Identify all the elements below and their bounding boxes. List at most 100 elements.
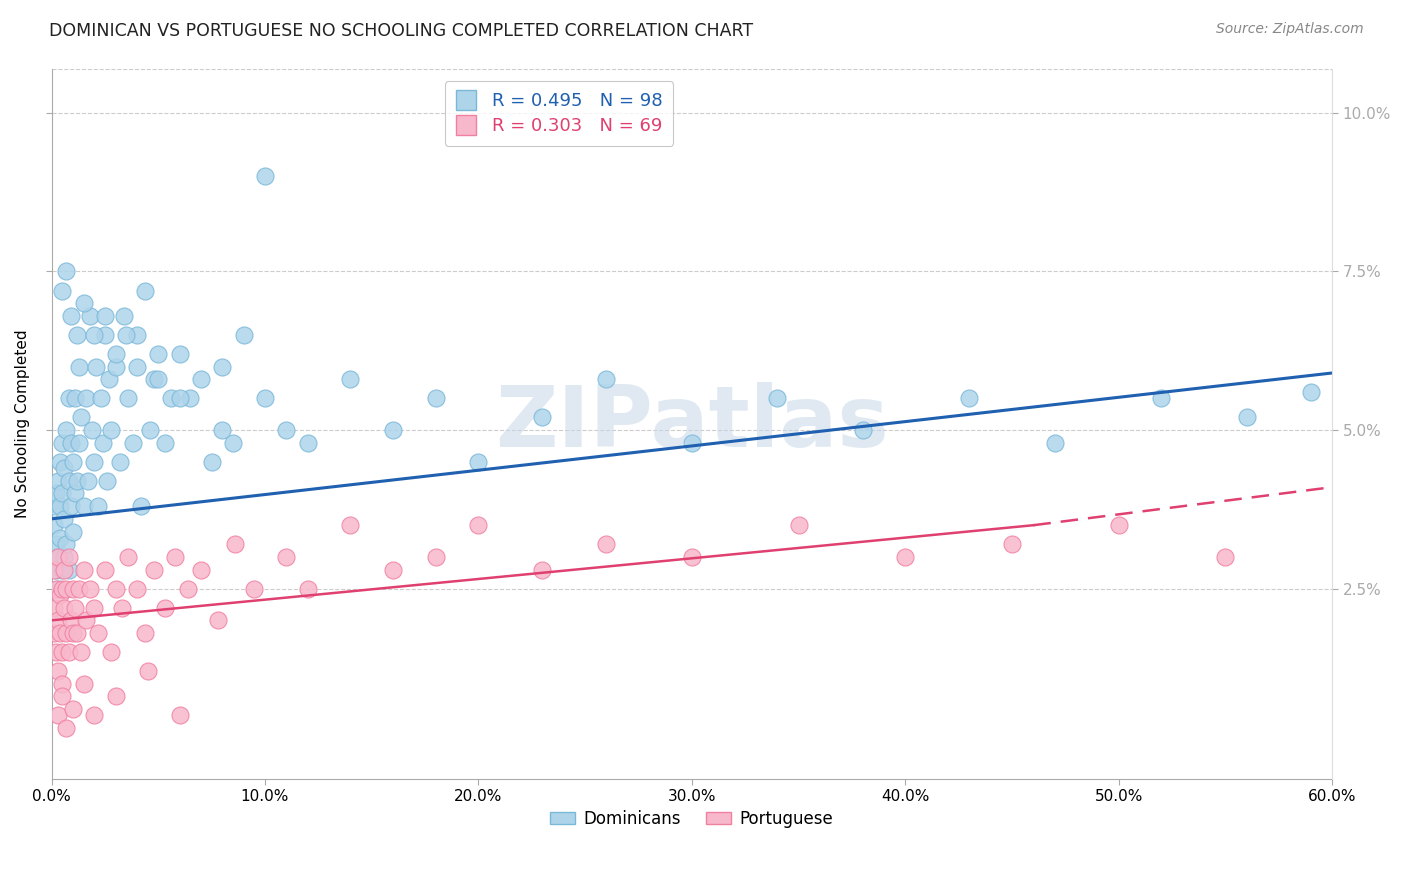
Point	[108, 455, 131, 469]
Point	[1236, 410, 1258, 425]
Point	[169, 347, 191, 361]
Point	[1215, 549, 1237, 564]
Point	[94, 309, 117, 323]
Point	[45, 582, 67, 596]
Point	[46, 708, 69, 723]
Point	[42, 563, 65, 577]
Point	[45, 486, 67, 500]
Point	[62, 702, 84, 716]
Point	[72, 296, 94, 310]
Point	[51, 284, 73, 298]
Point	[67, 582, 90, 596]
Point	[49, 626, 72, 640]
Point	[1001, 537, 1024, 551]
Point	[957, 392, 980, 406]
Point	[177, 582, 200, 596]
Point	[190, 372, 212, 386]
Point	[425, 392, 447, 406]
Point	[169, 708, 191, 723]
Point	[42, 600, 65, 615]
Point	[339, 518, 361, 533]
Point	[55, 626, 77, 640]
Point	[51, 677, 73, 691]
Point	[1299, 384, 1322, 399]
Point	[136, 664, 159, 678]
Point	[153, 435, 176, 450]
Point	[96, 474, 118, 488]
Point	[79, 309, 101, 323]
Point	[58, 474, 80, 488]
Point	[1150, 392, 1173, 406]
Point	[129, 499, 152, 513]
Point	[67, 359, 90, 374]
Point	[83, 600, 105, 615]
Point	[143, 563, 166, 577]
Text: ZIPatlas: ZIPatlas	[495, 382, 889, 466]
Point	[53, 600, 76, 615]
Point	[425, 549, 447, 564]
Point	[134, 284, 156, 298]
Point	[46, 549, 69, 564]
Point	[53, 461, 76, 475]
Point	[160, 392, 183, 406]
Point	[49, 531, 72, 545]
Point	[86, 359, 108, 374]
Point	[94, 563, 117, 577]
Point	[45, 563, 67, 577]
Point	[58, 563, 80, 577]
Point	[51, 435, 73, 450]
Point	[42, 549, 65, 564]
Point	[49, 499, 72, 513]
Point	[62, 524, 84, 539]
Point	[276, 423, 298, 437]
Point	[297, 435, 319, 450]
Point	[80, 423, 103, 437]
Point	[224, 537, 246, 551]
Point	[297, 582, 319, 596]
Point	[59, 613, 82, 627]
Point	[55, 721, 77, 735]
Point	[72, 677, 94, 691]
Point	[51, 690, 73, 704]
Point	[169, 392, 191, 406]
Point	[49, 455, 72, 469]
Point	[66, 474, 89, 488]
Point	[339, 372, 361, 386]
Point	[531, 410, 554, 425]
Point	[53, 549, 76, 564]
Point	[112, 309, 135, 323]
Point	[148, 347, 170, 361]
Point	[46, 613, 69, 627]
Point	[165, 549, 187, 564]
Text: DOMINICAN VS PORTUGUESE NO SCHOOLING COMPLETED CORRELATION CHART: DOMINICAN VS PORTUGUESE NO SCHOOLING COM…	[49, 22, 754, 40]
Point	[1108, 518, 1130, 533]
Point	[201, 455, 224, 469]
Point	[51, 486, 73, 500]
Point	[75, 392, 97, 406]
Point	[46, 549, 69, 564]
Point	[67, 435, 90, 450]
Point	[232, 327, 254, 342]
Point	[211, 359, 233, 374]
Point	[91, 435, 114, 450]
Point	[59, 309, 82, 323]
Point	[42, 626, 65, 640]
Point	[852, 423, 875, 437]
Point	[125, 327, 148, 342]
Point	[125, 582, 148, 596]
Point	[51, 645, 73, 659]
Point	[207, 613, 229, 627]
Point	[104, 690, 127, 704]
Point	[70, 410, 93, 425]
Point	[134, 626, 156, 640]
Point	[79, 582, 101, 596]
Point	[62, 455, 84, 469]
Point	[58, 392, 80, 406]
Point	[58, 645, 80, 659]
Point	[87, 626, 110, 640]
Point	[117, 549, 139, 564]
Point	[83, 327, 105, 342]
Point	[62, 582, 84, 596]
Point	[148, 372, 170, 386]
Point	[51, 563, 73, 577]
